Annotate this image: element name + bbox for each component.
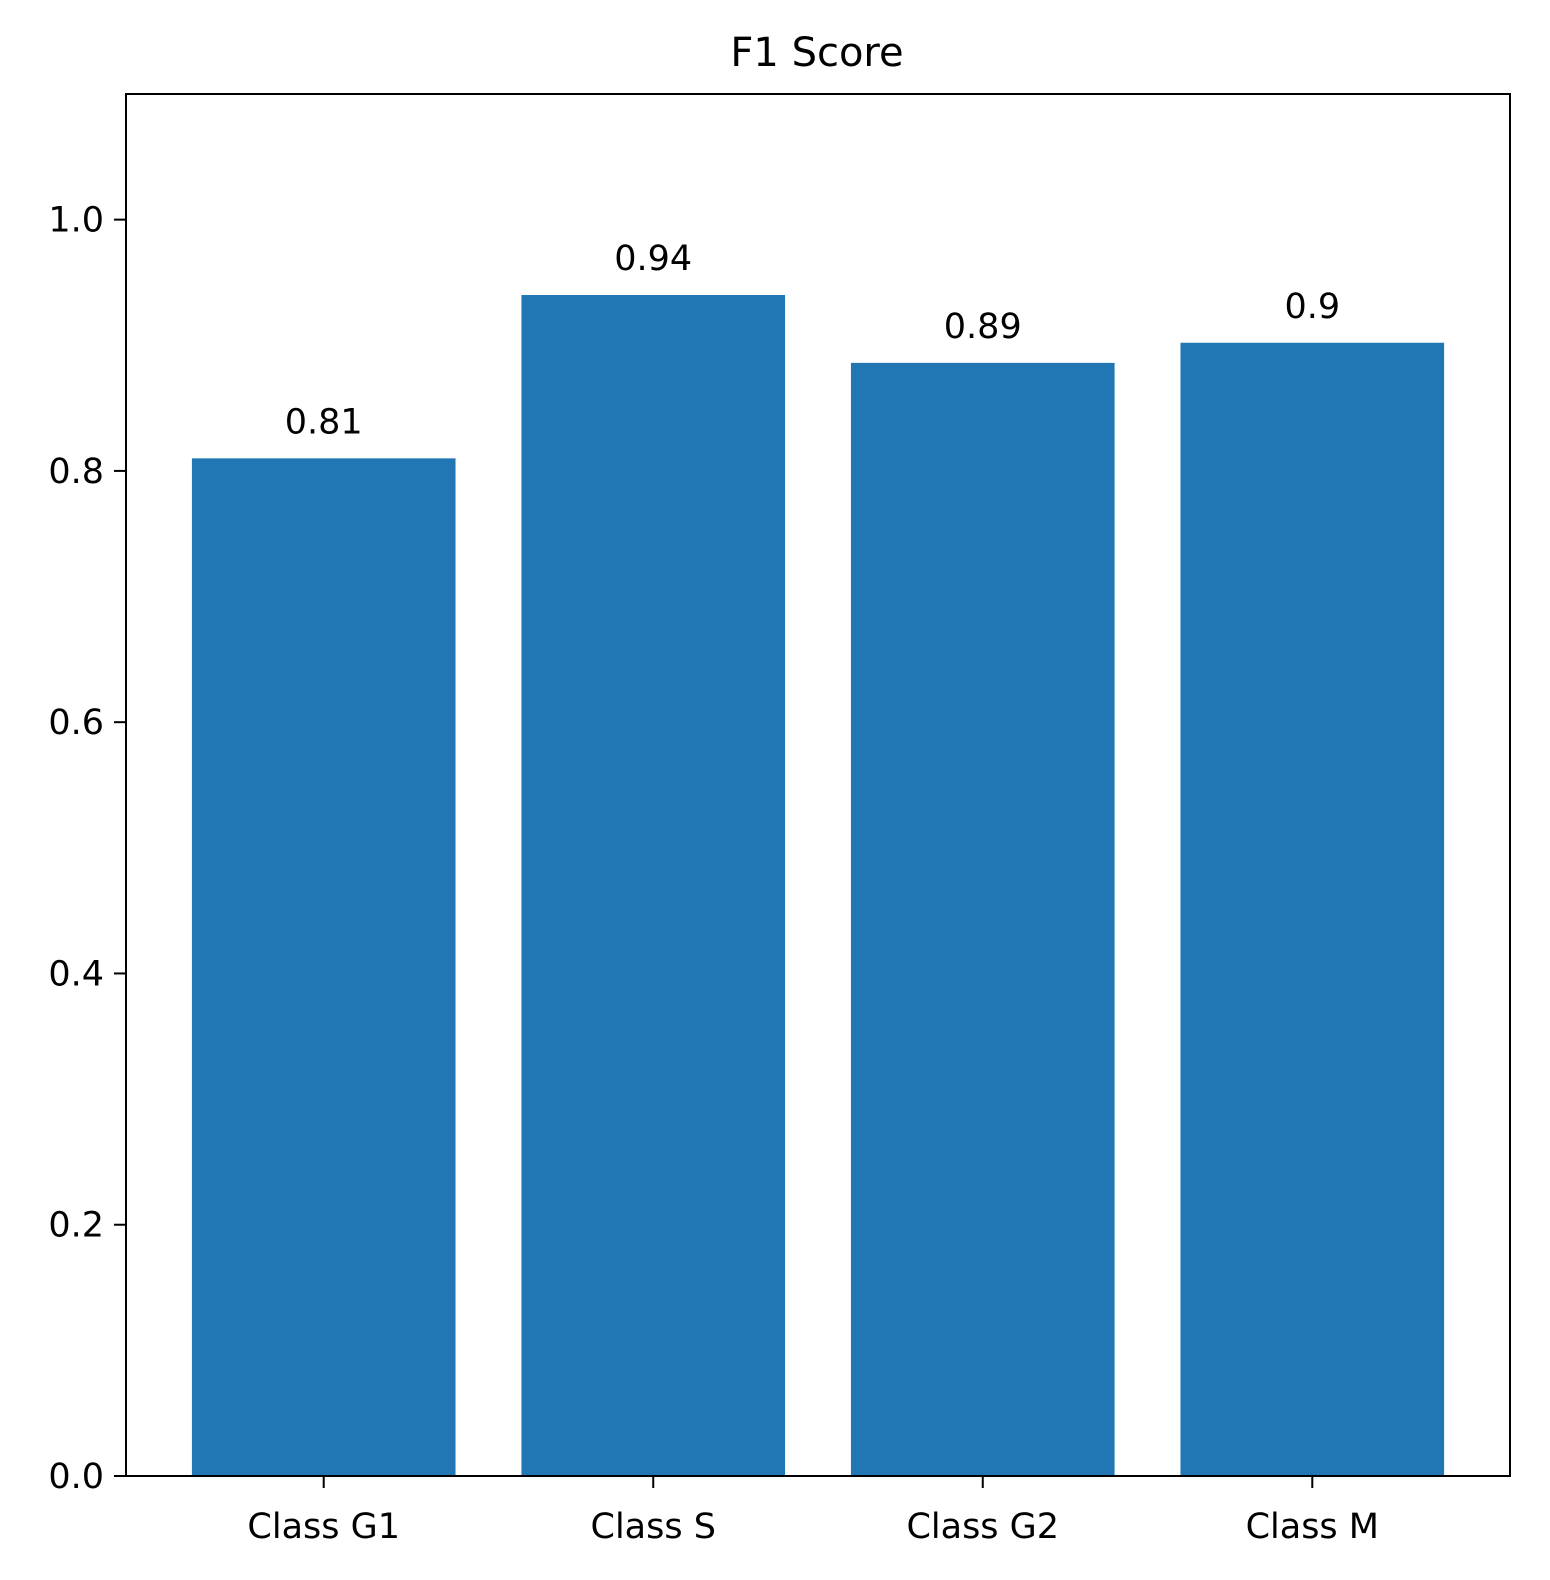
y-axis: 0.0 0.2 0.4 0.6 0.8 1.0 [48,201,126,1497]
y-tick-label: 0.4 [48,954,104,994]
y-tick-label: 0.0 [48,1457,104,1497]
y-tick-label: 0.8 [48,452,104,492]
x-tick-label: Class G1 [247,1507,400,1547]
y-tick-label: 0.2 [48,1206,104,1246]
data-label: 0.81 [285,402,363,442]
x-tick-label: Class M [1246,1507,1379,1547]
bar-class-g2 [850,362,1115,1476]
data-label: 0.89 [944,307,1022,347]
x-axis: Class G1 Class S Class G2 Class M [247,1476,1379,1547]
y-tick-label: 0.6 [48,703,104,743]
chart-title: F1 Score [730,30,903,76]
bars-layer [191,295,1445,1476]
bar-class-g1 [191,458,456,1476]
plot-frame [125,93,1511,1477]
data-labels-layer: 0.81 0.94 0.89 0.9 [285,239,1340,442]
bar-class-m [1180,342,1445,1476]
x-tick-label: Class G2 [906,1507,1059,1547]
x-tick-label: Class S [591,1507,716,1547]
y-tick-label: 1.0 [48,201,104,241]
bar-class-s [521,295,786,1476]
data-label: 0.9 [1284,287,1340,327]
data-label: 0.94 [614,239,692,279]
